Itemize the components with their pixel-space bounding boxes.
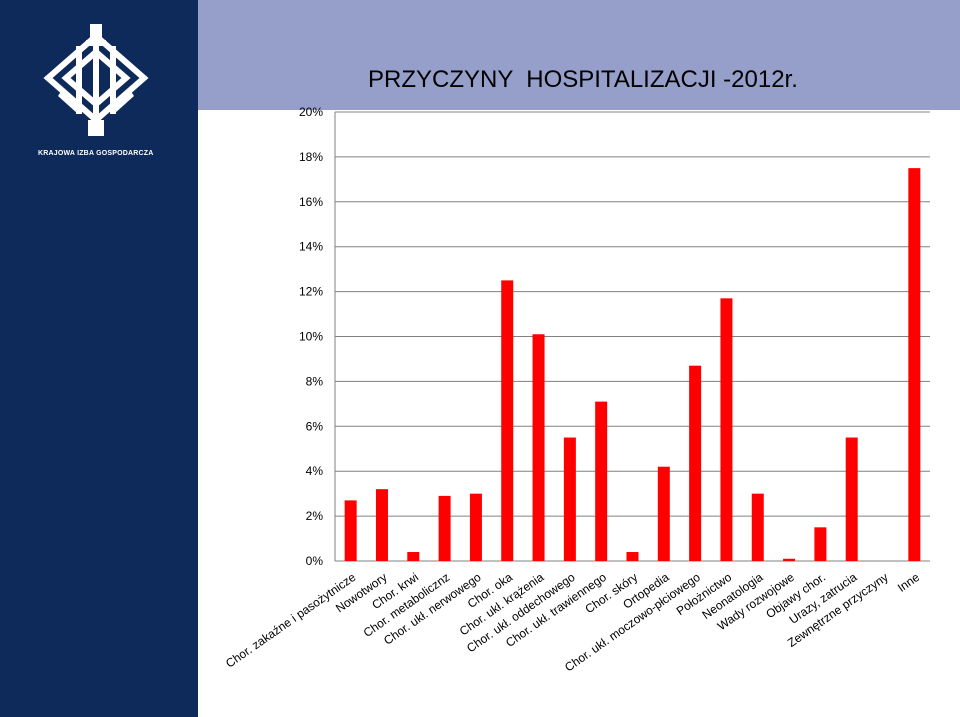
- organization-name: KRAJOWA IZBA GOSPODARCZA: [38, 150, 154, 157]
- bar: [344, 500, 357, 561]
- x-tick-label: Inne: [895, 570, 922, 595]
- bar: [595, 401, 608, 561]
- y-tick-label: 20%: [299, 105, 323, 119]
- y-tick-label: 16%: [299, 195, 323, 209]
- chart-title: PRZYCZYNY HOSPITALIZACJI -2012r.: [368, 66, 798, 93]
- y-tick-label: 2%: [306, 509, 324, 523]
- x-tick-label: Chor. zakaźne i pasożytnicze: [223, 570, 359, 671]
- organization-logo: [43, 24, 149, 136]
- bar: [563, 437, 576, 561]
- bar: [626, 552, 639, 561]
- bar: [720, 298, 733, 561]
- y-tick-label: 12%: [299, 285, 323, 299]
- bar: [689, 365, 702, 561]
- bar: [908, 168, 921, 561]
- bar: [375, 489, 388, 561]
- y-tick-label: 10%: [299, 330, 323, 344]
- y-tick-label: 8%: [306, 374, 324, 388]
- bar: [407, 552, 420, 561]
- bar: [438, 495, 451, 561]
- bar: [532, 334, 545, 561]
- bar: [469, 493, 482, 561]
- bar: [501, 280, 514, 561]
- y-tick-label: 6%: [306, 419, 324, 433]
- y-tick-label: 4%: [306, 464, 324, 478]
- y-tick-label: 14%: [299, 240, 323, 254]
- bar: [845, 437, 858, 561]
- y-tick-label: 0%: [306, 554, 324, 568]
- bar: [751, 493, 764, 561]
- bar: [657, 466, 670, 561]
- bar: [814, 527, 827, 561]
- y-tick-label: 18%: [299, 150, 323, 164]
- header-band: [198, 0, 960, 110]
- bar: [783, 558, 796, 561]
